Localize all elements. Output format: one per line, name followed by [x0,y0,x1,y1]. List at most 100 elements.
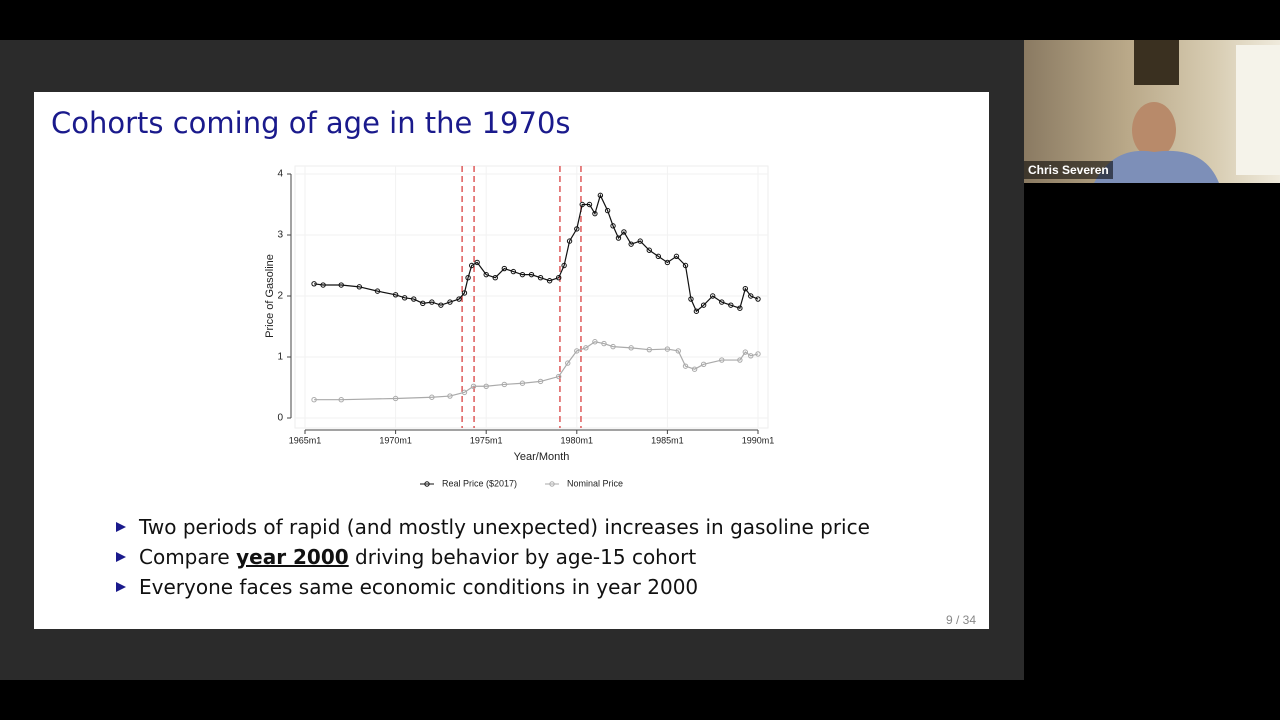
point-marker [338,282,344,288]
point-marker [338,397,344,403]
point-marker [311,281,317,287]
point-marker [501,265,508,272]
point-marker [392,395,399,402]
point-marker [561,262,567,269]
point-marker [601,340,607,347]
point-marker [691,366,698,372]
point-marker [719,357,725,363]
point-marker [429,299,435,305]
point-marker [483,271,489,278]
point-marker [537,275,544,281]
point-marker [429,394,435,400]
point-marker [392,292,399,298]
point-marker [682,262,689,269]
point-marker [755,296,761,302]
point-marker [748,293,754,299]
legend-marker [424,481,430,487]
webcam-tile[interactable]: Chris Severen [1024,40,1280,183]
y-tick-label: 3 [277,230,283,241]
x-tick-label: 1975m1 [470,435,503,445]
point-marker [637,238,643,244]
point-marker [546,278,553,284]
series [311,339,761,403]
point-marker [510,268,517,275]
legend-label: Nominal Price [567,478,623,488]
point-marker [519,380,526,386]
x-tick-label: 1965m1 [289,435,322,445]
point-marker [688,296,694,302]
point-marker [737,357,743,363]
y-tick-label: 0 [277,413,283,424]
point-marker [610,343,616,350]
point-marker [719,299,725,305]
point-marker [537,378,544,385]
point-marker [447,299,453,305]
bullet: Compare year 2000 driving behavior by ag… [114,542,870,572]
bullet-text: Two periods of rapid (and mostly unexpec… [139,515,870,539]
page-number: 9 / 34 [945,613,976,627]
point-marker [320,282,326,288]
series [311,192,761,314]
point-marker [519,271,526,278]
bullet-list: Two periods of rapid (and mostly unexpec… [114,512,870,602]
plot-area [294,165,769,429]
y-tick-label: 1 [277,352,283,363]
point-marker [374,288,381,294]
point-marker [700,302,707,308]
bullet-text: Everyone faces same economic conditions … [139,575,699,599]
point-marker [673,253,680,260]
point-marker [610,223,616,229]
point-marker [574,226,580,232]
point-marker [728,302,734,308]
point-marker [470,383,477,389]
point-marker [597,192,604,199]
point-marker [628,241,634,247]
legend-label: Real Price ($2017) [442,478,517,488]
bullet-text: driving behavior by age-15 cohort [348,545,697,569]
legend-marker [549,481,555,487]
y-axis-label: Price of Gasoline [264,254,276,338]
x-axis-label: Year/Month [514,451,570,463]
x-tick-label: 1985m1 [651,435,684,445]
point-marker [742,285,749,292]
point-marker [447,393,453,399]
point-marker [565,360,571,366]
point-marker [621,229,627,235]
point-marker [574,348,580,354]
slide-title: Cohorts coming of age in the 1970s [51,106,571,140]
point-marker [646,346,652,353]
point-marker [675,348,681,354]
point-marker [693,308,700,314]
point-marker [469,262,475,269]
point-marker [356,284,363,290]
point-marker [528,271,535,278]
point-marker [700,361,707,368]
point-marker [742,349,749,355]
point-marker [420,300,426,307]
bullet: Two periods of rapid (and mostly unexpec… [114,512,870,542]
point-marker [411,296,417,302]
chart: 0 1 2 3 4 1965m1 1970m1 1975m1 1980m1 1985m1 1990m… [264,165,775,488]
point-marker [664,259,671,266]
point-marker [401,295,408,301]
point-marker [586,201,593,208]
y-tick-label: 4 [277,169,283,180]
point-marker [492,275,498,281]
point-marker [710,293,716,299]
point-marker [628,345,634,351]
point-marker [579,201,585,208]
point-marker [655,253,662,260]
point-marker [311,397,317,403]
x-tick-label: 1990m1 [742,435,775,445]
point-marker [664,346,671,352]
point-marker [461,290,468,296]
speaker-name: Chris Severen [1024,161,1113,179]
point-marker [592,210,598,217]
point-marker [456,296,462,302]
bullet: Everyone faces same economic conditions … [114,572,870,602]
x-tick-label: 1970m1 [379,435,412,445]
point-marker [682,363,689,369]
point-marker [755,351,761,357]
point-marker [566,238,573,244]
